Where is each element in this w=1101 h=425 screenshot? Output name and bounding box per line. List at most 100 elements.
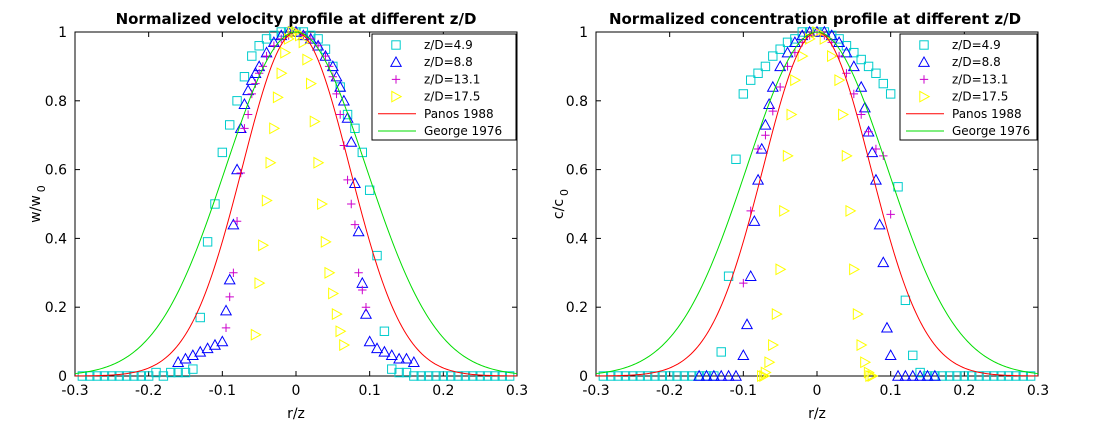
data-point <box>416 371 426 381</box>
data-point <box>812 25 824 39</box>
data-point <box>967 371 977 381</box>
data-point <box>188 364 198 374</box>
data-point <box>317 197 329 211</box>
legend-label: Panos 1988 <box>952 107 1022 121</box>
chart-title: Normalized velocity profile at different… <box>116 10 477 28</box>
series-2 <box>739 27 895 288</box>
data-point <box>350 220 360 229</box>
x-tick-label: 0.3 <box>1027 383 1049 399</box>
y-tick-label: 0 <box>579 369 588 385</box>
x-axis-ticks: -0.3 -0.2 -0.1 0 0.1 0.2 0.3 <box>61 32 528 399</box>
data-point <box>852 308 864 321</box>
y-axis-label-main: w/w <box>28 195 44 223</box>
data-point <box>337 94 350 106</box>
x-tick-label: 0.3 <box>506 383 528 399</box>
data-point <box>243 110 253 119</box>
data-point <box>880 321 894 333</box>
data-point <box>863 366 875 379</box>
data-point <box>336 110 345 119</box>
data-point <box>370 342 384 354</box>
data-point <box>959 371 970 381</box>
data-point <box>379 326 390 336</box>
data-point <box>884 349 897 361</box>
data-point <box>752 173 765 185</box>
legend-label: George 1976 <box>424 124 502 138</box>
data-point <box>378 345 391 357</box>
data-point <box>423 371 434 381</box>
data-point <box>280 46 292 59</box>
y-tick-label: 0.4 <box>45 231 67 247</box>
data-point <box>878 78 888 89</box>
data-point <box>359 307 373 319</box>
data-point <box>739 278 748 288</box>
data-point <box>254 41 264 51</box>
legend-item: z/D=8.8 <box>389 55 473 69</box>
data-point <box>790 34 800 44</box>
legend-item: George 1976 <box>378 124 502 138</box>
data-point <box>715 369 728 381</box>
data-point <box>755 142 768 154</box>
data-point <box>768 338 780 352</box>
data-point <box>341 111 354 123</box>
data-point <box>841 41 852 51</box>
data-point <box>468 371 478 381</box>
data-point <box>350 123 360 134</box>
legend: z/D=4.9 z/D=8.8 z/D=13.1 z/D=17.5 Panos 1988… <box>899 33 1038 141</box>
data-point <box>272 91 284 104</box>
data-point <box>179 352 192 364</box>
data-point <box>716 347 726 357</box>
data-point <box>239 72 250 82</box>
data-point <box>446 371 456 381</box>
y-axis-ticks: 0 0.2 0.4 0.6 0.8 1 <box>45 25 517 385</box>
data-point <box>834 74 846 87</box>
data-point <box>227 218 240 230</box>
data-point <box>201 342 214 354</box>
data-point <box>225 292 234 302</box>
y-tick-label: 1 <box>58 25 67 41</box>
legend-item: z/D=4.9 <box>919 38 1001 52</box>
data-point <box>107 371 117 381</box>
data-point <box>385 349 398 361</box>
data-point <box>760 366 772 379</box>
data-point <box>261 194 273 207</box>
data-point <box>121 371 132 381</box>
legend-marker-swatch <box>389 55 403 67</box>
series-line <box>74 31 518 375</box>
y-axis-label-subscript: 0 <box>35 185 48 192</box>
data-point <box>475 371 485 381</box>
data-point <box>804 32 816 45</box>
legend-marker-swatch <box>391 40 401 50</box>
y-tick-label: 0.4 <box>566 231 588 247</box>
data-point <box>287 25 299 39</box>
data-point <box>857 110 866 119</box>
data-point <box>363 335 376 347</box>
svg-text:w/w0: w/w 0 <box>28 185 48 223</box>
data-point <box>781 46 794 58</box>
legend-item: z/D=13.1 <box>391 72 480 86</box>
data-point <box>172 356 185 367</box>
data-point <box>974 371 984 381</box>
data-point <box>788 36 801 48</box>
data-point <box>136 371 147 381</box>
y-tick-label: 0.8 <box>45 94 67 110</box>
data-point <box>871 68 881 78</box>
series-5 <box>74 31 518 375</box>
x-tick-label: 0.1 <box>880 383 902 399</box>
legend: z/D=4.9 z/D=8.8 z/D=13.1 z/D=17.5 Panos 1988… <box>371 33 517 141</box>
data-point <box>757 369 768 383</box>
data-point <box>899 369 912 381</box>
x-axis-label: r/z <box>808 406 826 422</box>
legend-item: George 1976 <box>906 124 1030 138</box>
data-point <box>834 34 844 44</box>
svg-text:c/c0: c/c 0 <box>551 189 571 219</box>
data-point <box>216 335 229 347</box>
data-point <box>265 156 277 169</box>
data-point <box>229 268 238 277</box>
data-point <box>847 60 860 72</box>
y-tick-label: 0.8 <box>566 94 588 110</box>
data-point <box>779 204 791 217</box>
data-point <box>838 108 850 121</box>
data-point <box>261 34 272 44</box>
data-point <box>158 371 169 381</box>
data-point <box>790 74 802 87</box>
